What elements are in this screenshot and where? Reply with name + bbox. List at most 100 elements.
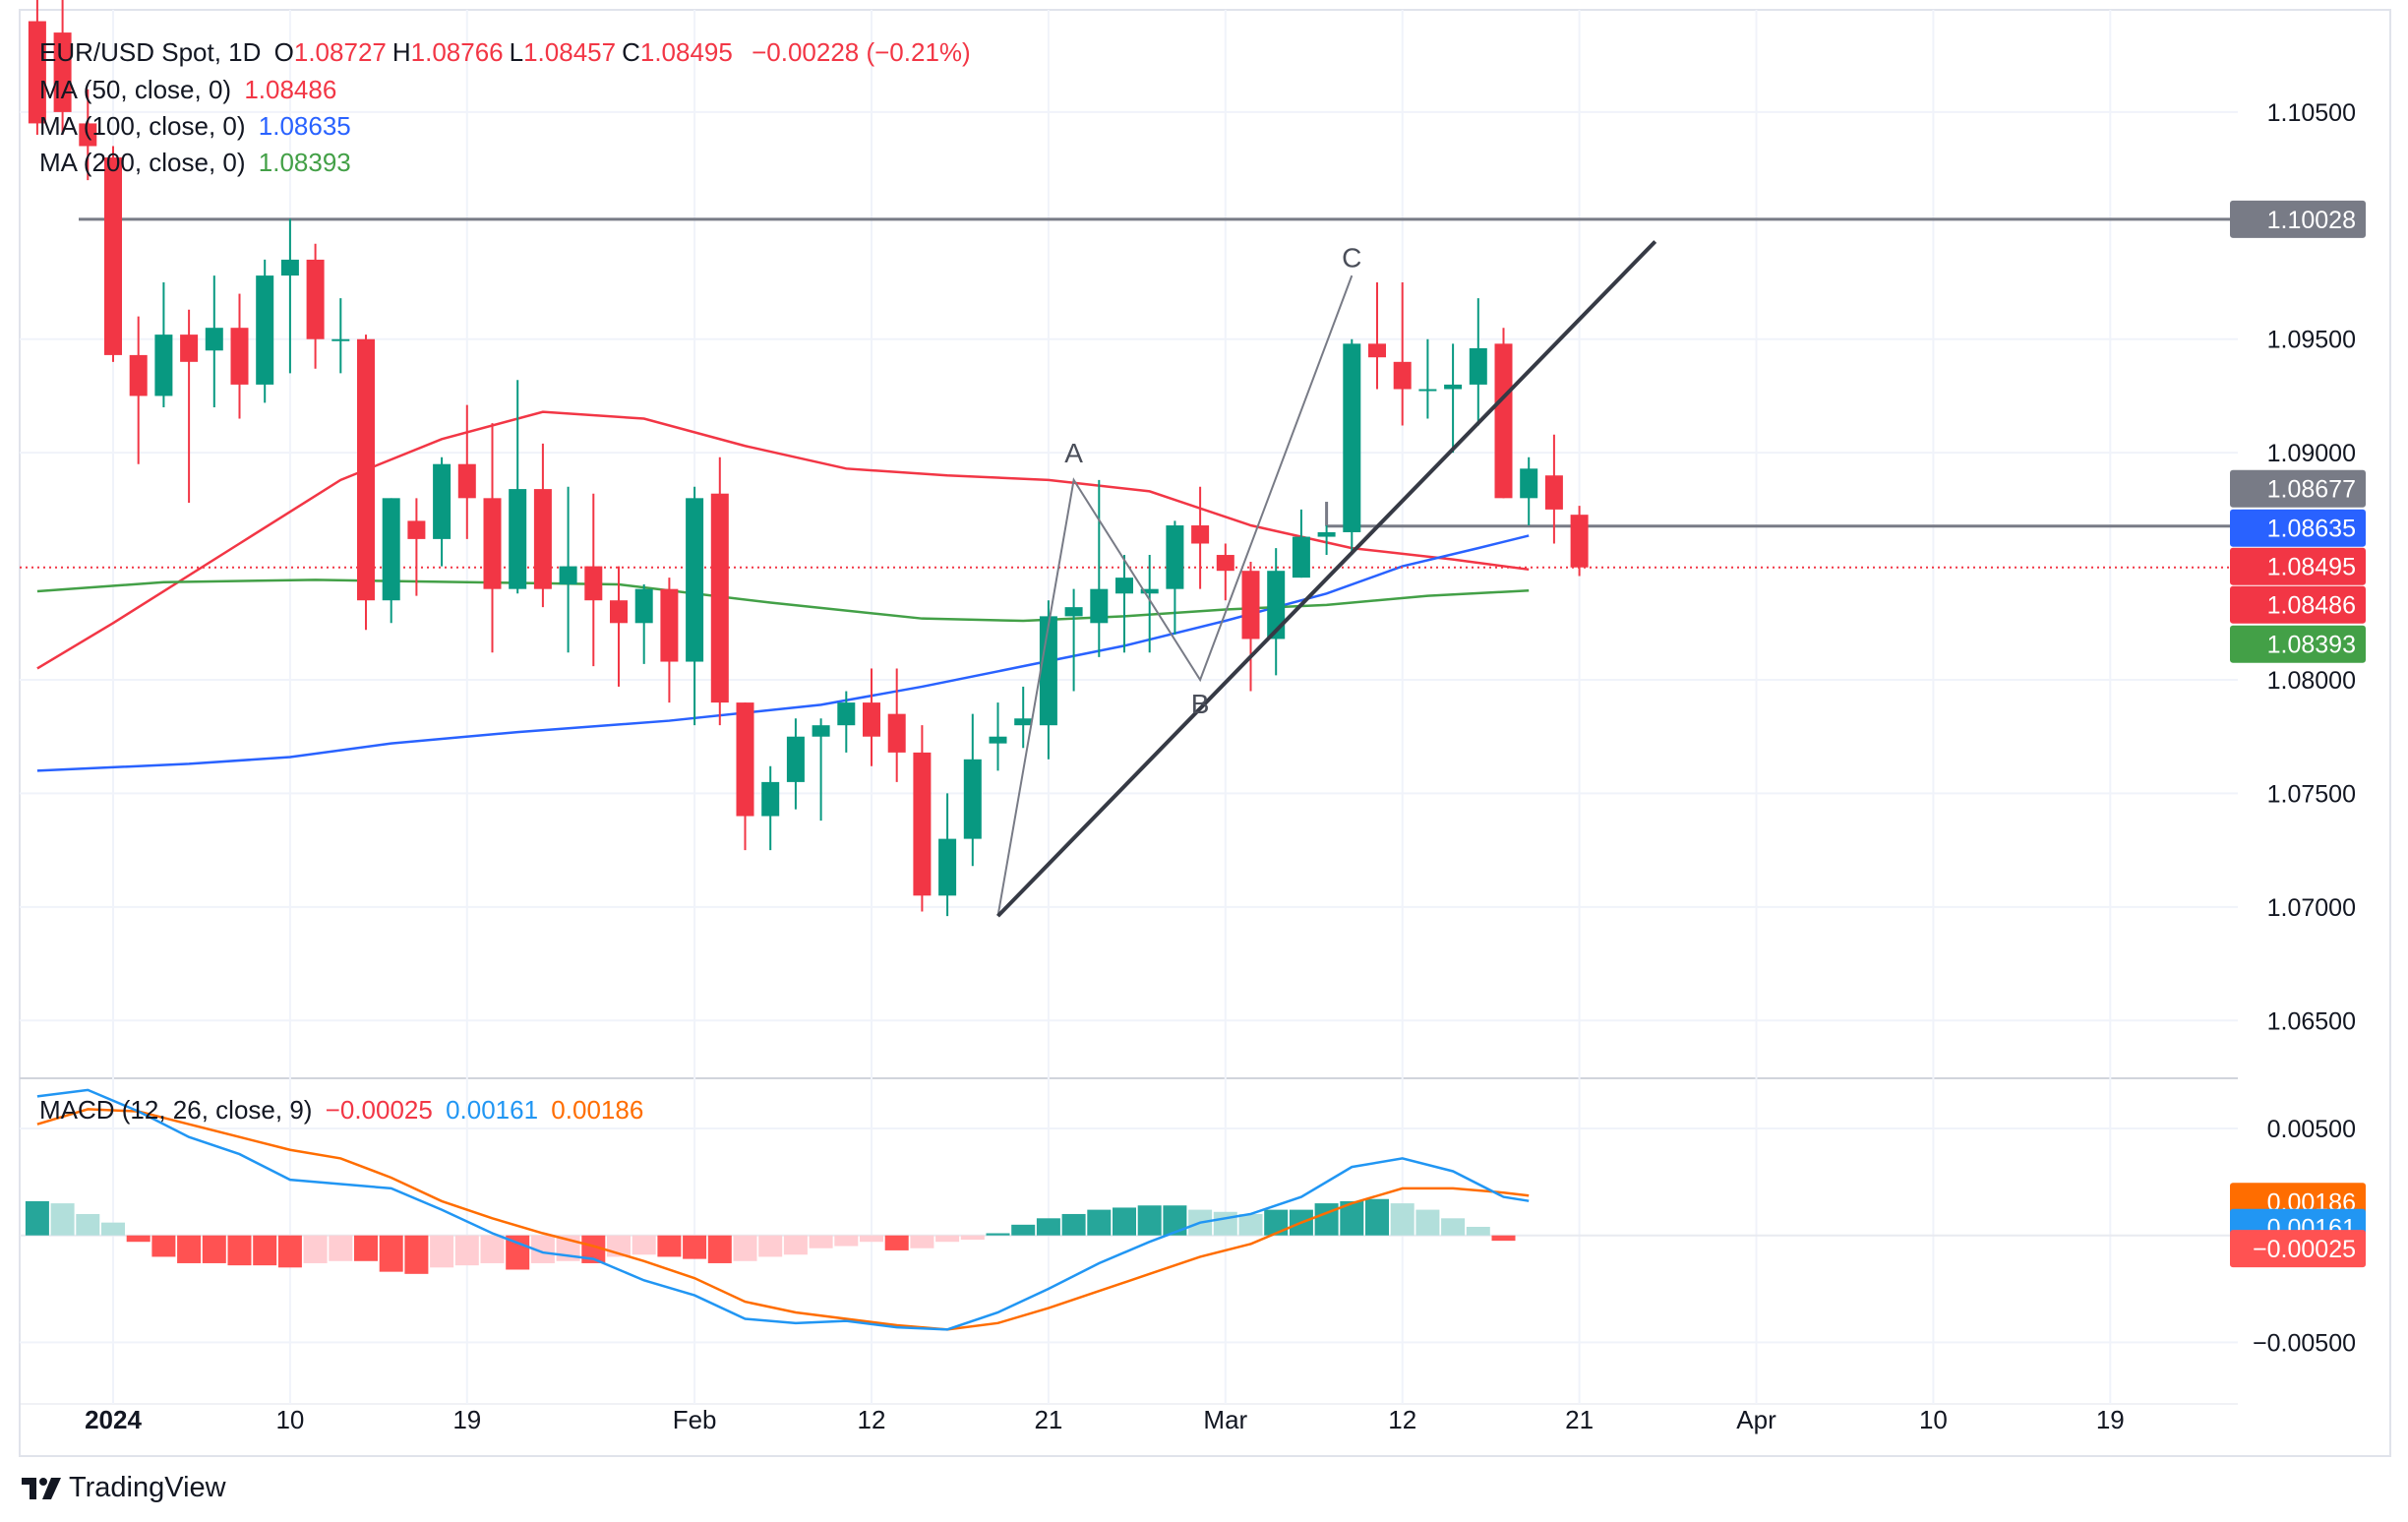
macd-histogram-bar bbox=[177, 1235, 202, 1263]
macd-histogram-bar bbox=[430, 1235, 454, 1268]
macd-pane bbox=[25, 1088, 1530, 1331]
price-label-ma100-bg bbox=[2230, 509, 2366, 547]
time-tick-label: 12 bbox=[1388, 1405, 1416, 1434]
ohlc-key: C bbox=[622, 37, 640, 67]
candle-body bbox=[433, 463, 452, 539]
wave-label-a: A bbox=[1064, 438, 1083, 468]
candle-body bbox=[457, 463, 476, 499]
macd-histogram-bar bbox=[860, 1235, 883, 1243]
candle-body bbox=[989, 736, 1007, 744]
price-tick-label: 1.09500 bbox=[2267, 327, 2356, 354]
price-tick-label: 1.10500 bbox=[2267, 99, 2356, 127]
price-tick-label: 1.07000 bbox=[2267, 894, 2356, 922]
ohlc-key: L bbox=[509, 37, 524, 67]
time-tick-label: 10 bbox=[1919, 1405, 1948, 1434]
macd-histogram-bar bbox=[910, 1235, 934, 1248]
price-tick-label: 1.08000 bbox=[2267, 667, 2356, 695]
candle-body bbox=[1469, 347, 1487, 385]
candle-body bbox=[306, 259, 325, 339]
macd-histogram-bar bbox=[783, 1235, 808, 1255]
macd-histogram-bar bbox=[1441, 1218, 1466, 1236]
candle-body bbox=[1418, 389, 1437, 392]
candle-body bbox=[1064, 607, 1083, 617]
candle-body bbox=[230, 328, 249, 385]
candle-body bbox=[280, 259, 299, 276]
macd-histogram-bar bbox=[1491, 1235, 1516, 1242]
candle-body bbox=[1494, 343, 1513, 499]
candle-body bbox=[357, 338, 375, 601]
time-tick-label: Apr bbox=[1736, 1405, 1776, 1434]
candle-body bbox=[53, 32, 72, 112]
candle-body bbox=[382, 498, 400, 601]
brand-name: TradingView bbox=[69, 1472, 226, 1503]
macd-histogram-bar bbox=[809, 1235, 833, 1248]
macd-label: MACD (12, 26, close, 9) bbox=[39, 1095, 313, 1125]
macd-histogram-bar bbox=[1011, 1224, 1036, 1236]
macd-histogram-bar bbox=[707, 1235, 732, 1263]
macd-histogram-bar bbox=[329, 1235, 353, 1261]
time-tick-label: 10 bbox=[275, 1405, 304, 1434]
price-label-ma50: 1.08486 bbox=[2267, 592, 2356, 620]
macd-histogram-bar bbox=[834, 1235, 859, 1247]
candle-body bbox=[1317, 531, 1336, 537]
macd-signal-value: 0.00186 bbox=[551, 1095, 644, 1125]
chart-frame bbox=[19, 9, 2391, 1457]
time-tick-label: 21 bbox=[1034, 1405, 1062, 1434]
candle-body bbox=[913, 752, 932, 896]
tradingview-brand[interactable]: TradingView bbox=[22, 1472, 226, 1504]
macd-line-value: 0.00161 bbox=[446, 1095, 539, 1125]
macd-histogram-bar bbox=[683, 1235, 707, 1259]
axes: 1.10500 1.09500 1.09000 1.08000 1.07500 1.070… bbox=[85, 99, 2366, 1434]
candle-body bbox=[1570, 515, 1589, 568]
candle-body bbox=[1444, 384, 1463, 390]
macd-histogram-bar bbox=[986, 1233, 1010, 1236]
ma100-legend: MA (100, close, 0) 1.08635 bbox=[39, 111, 357, 142]
ohlc-values: O1.08727 H1.08766 L1.08457 C1.08495 bbox=[274, 37, 739, 67]
candlesticks bbox=[28, 0, 1589, 917]
macd-histogram-bar bbox=[1137, 1205, 1162, 1236]
candle-body bbox=[1368, 343, 1386, 358]
symbol-title: EUR/USD Spot, 1D bbox=[39, 37, 262, 67]
price-label-last: 1.08495 bbox=[2267, 554, 2356, 581]
macd-hist-value: −0.00025 bbox=[325, 1095, 433, 1125]
macd-histogram-bar bbox=[303, 1235, 328, 1263]
macd-histogram-bar bbox=[1087, 1209, 1112, 1236]
ohlc-value: 1.08495 bbox=[639, 37, 733, 67]
macd-histogram-bar bbox=[1390, 1203, 1415, 1236]
ohlc-value: 1.08766 bbox=[410, 37, 504, 67]
candle-body bbox=[28, 21, 46, 124]
candle-body bbox=[407, 520, 426, 539]
macd-histogram-bar bbox=[1113, 1207, 1136, 1236]
time-tick-label: 21 bbox=[1565, 1405, 1594, 1434]
candle-body bbox=[154, 335, 173, 396]
macd-histogram-bar bbox=[50, 1203, 75, 1236]
macd-line bbox=[36, 1088, 1530, 1331]
macd-tick-label: −0.00500 bbox=[2253, 1329, 2356, 1357]
price-tick-label: 1.09000 bbox=[2267, 440, 2356, 467]
price-label-last-bg bbox=[2230, 547, 2366, 585]
moving-averages bbox=[36, 410, 1530, 772]
ma50-legend: MA (50, close, 0) 1.08486 bbox=[39, 75, 342, 105]
macd-histogram-bar bbox=[1314, 1203, 1339, 1236]
macd-histogram-bar bbox=[960, 1235, 985, 1241]
candle-body bbox=[686, 498, 704, 662]
candle-body bbox=[736, 702, 754, 817]
macd-histogram-bar bbox=[632, 1235, 656, 1255]
ma100-value: 1.08635 bbox=[258, 111, 351, 141]
candle-body bbox=[863, 702, 880, 737]
candle-body bbox=[710, 493, 729, 703]
candle-body bbox=[1343, 343, 1361, 532]
candle-body bbox=[761, 781, 780, 817]
abc-pattern-line bbox=[996, 274, 1354, 917]
candle-body bbox=[1039, 616, 1057, 726]
macd-histogram-bar bbox=[253, 1235, 277, 1266]
macd-histogram-bar bbox=[354, 1235, 378, 1261]
ma50-value: 1.08486 bbox=[244, 75, 337, 104]
macd-histogram-bar bbox=[227, 1235, 252, 1266]
macd-histogram-bar bbox=[202, 1235, 226, 1263]
candle-body bbox=[584, 566, 603, 601]
candle-body bbox=[1520, 468, 1538, 499]
macd-histogram-bar bbox=[454, 1235, 479, 1266]
time-tick-label: 19 bbox=[2096, 1405, 2125, 1434]
